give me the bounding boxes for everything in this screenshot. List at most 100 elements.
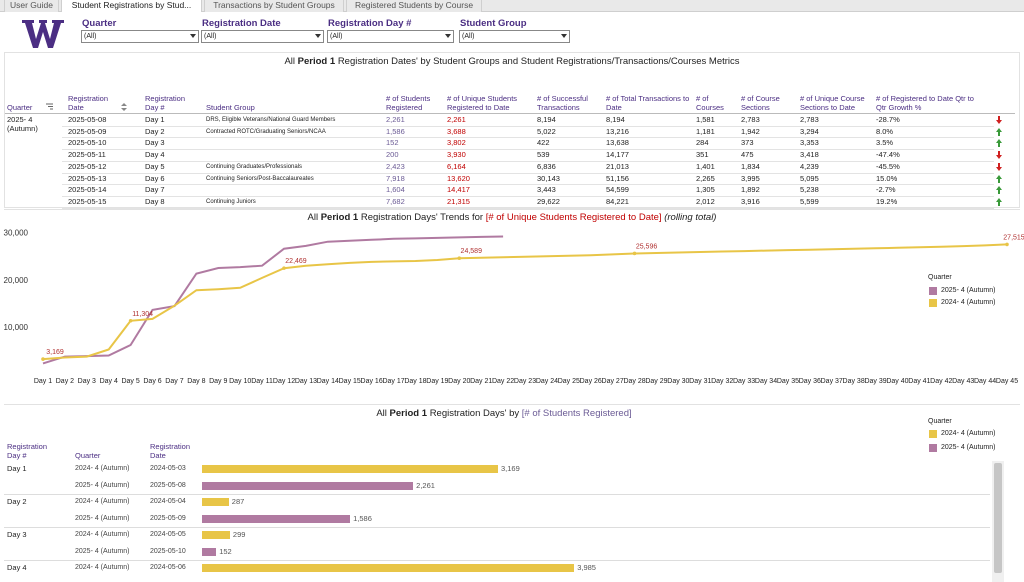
column-header-cell: # of Registered to Date Qtr to Qtr Growt… <box>876 79 986 113</box>
legend-title: Quarter <box>928 418 952 425</box>
bar <box>202 514 351 523</box>
dropdown-arrow <box>445 34 451 38</box>
x-tick-label: Day 4 <box>99 378 118 385</box>
data-label: 22,469 <box>285 258 307 265</box>
y-tick-label: 10,000 <box>4 323 29 332</box>
tab[interactable]: Transactions by Student Groups <box>204 0 344 12</box>
title-suffix: Registration Dates' by Student Groups an… <box>337 56 740 67</box>
x-tick-label: Day 32 <box>711 378 734 385</box>
title-bold: Period 1 <box>297 56 336 67</box>
x-tick-label: Day 16 <box>360 378 383 385</box>
filter-dropdown[interactable]: (All) <box>201 30 324 43</box>
data-label: 3,985 <box>577 563 596 573</box>
table-cell: 1,305 <box>696 185 715 195</box>
table-cell: 3,353 <box>800 138 819 148</box>
tab[interactable]: Student Registrations by Stud... <box>61 0 202 12</box>
line-series <box>42 243 1008 361</box>
x-tick-label: Day 22 <box>491 378 515 385</box>
table-cell: 5,022 <box>537 126 556 136</box>
point-marker <box>128 318 133 323</box>
table-cell: 13,620 <box>447 173 470 183</box>
filter-value: (All) <box>330 33 343 40</box>
trend-down-icon <box>996 151 1002 160</box>
column-header-cell: # of Courses <box>696 79 736 113</box>
table-cell: 13,638 <box>606 138 629 148</box>
row-label: Day 4 <box>7 563 27 573</box>
table-cell: Day 8 <box>145 196 165 206</box>
table-cell: 13,216 <box>606 126 629 136</box>
data-label: 24,589 <box>461 248 483 255</box>
table-cell: 30,143 <box>537 173 560 183</box>
table-cell: 2,012 <box>696 196 715 206</box>
point-marker <box>282 266 286 270</box>
column-header: Student Group <box>206 102 255 112</box>
legend-label: 2024- 4 (Autumn) <box>941 430 996 437</box>
x-tick-label: Day 1 <box>33 378 53 385</box>
table-cell: 54,599 <box>606 185 629 195</box>
table-cell: 1,834 <box>741 161 760 171</box>
table-cell: 3,916 <box>741 196 760 206</box>
x-tick-label: Day 2 <box>55 378 75 385</box>
row-date: 2024-05-05 <box>150 531 186 539</box>
row-quarter: 2025- 4 (Autumn) <box>75 547 130 555</box>
table-cell: 1,586 <box>386 126 405 136</box>
filter-dropdown[interactable]: (All) <box>459 30 570 43</box>
column-header-cell: # of Students Registered <box>386 79 441 113</box>
dropdown-arrow <box>561 34 567 38</box>
x-tick-label: Day 21 <box>470 378 493 385</box>
row-date: 2024-05-04 <box>150 498 186 506</box>
table-cell: 1,604 <box>386 185 405 195</box>
table-cell: 539 <box>537 150 550 160</box>
x-tick-label: Day 34 <box>754 378 778 385</box>
table-cell: 51,156 <box>606 173 629 183</box>
data-label: 11,304 <box>132 311 153 318</box>
table-cell: 8,194 <box>606 115 625 124</box>
column-header: Registration Day # <box>145 94 186 112</box>
table-cell: 152 <box>386 138 399 148</box>
table-cell: 3,930 <box>447 150 466 160</box>
x-tick-label: Day 15 <box>338 378 361 385</box>
table-cell: 2,423 <box>386 161 405 171</box>
scrollbar-thumb[interactable] <box>994 463 1002 573</box>
tab[interactable]: User Guide <box>4 0 59 12</box>
table-cell: 3,688 <box>447 126 466 136</box>
table-cell: 6,164 <box>447 161 466 171</box>
table-cell: -45.5% <box>876 161 900 171</box>
table-panel <box>4 52 1020 208</box>
filter-label: Registration Date <box>202 18 281 29</box>
table-cell: Day 2 <box>145 126 165 136</box>
table-cell: 2025-05-13 <box>68 173 107 183</box>
bar <box>202 498 229 507</box>
trend-down-icon <box>996 162 1002 171</box>
table-cell: 8.0% <box>876 126 894 136</box>
x-tick-label: Day 33 <box>732 378 756 385</box>
table-cell: 2,265 <box>696 173 715 183</box>
data-label: 299 <box>232 530 246 540</box>
filter-dropdown[interactable]: (All) <box>327 30 454 43</box>
legend-swatch <box>929 444 937 452</box>
y-tick-label: 30,000 <box>4 229 29 238</box>
column-header-cell: Registration Date <box>68 79 123 113</box>
filter-value: (All) <box>84 33 97 40</box>
column-header-cell: Registration Day # <box>145 79 200 113</box>
data-label: 1,586 <box>353 513 372 523</box>
tab[interactable]: Registered Students by Course <box>346 0 482 12</box>
x-tick-label: Day 9 <box>209 378 228 385</box>
table-cell: Continuing Juniors <box>206 198 256 205</box>
table-cell: 2,261 <box>447 115 466 124</box>
title-bold: Period 1 <box>320 212 359 223</box>
legend-label: 2024- 4 (Autumn) <box>941 299 996 306</box>
table-cell: 7,918 <box>386 173 405 183</box>
column-header-cell: # of Unique Students Registered to Date <box>447 79 532 113</box>
table-cell: Continuing Seniors/Post-Baccalaureates <box>206 175 314 182</box>
table-cell: 15.0% <box>876 173 898 183</box>
filter-dropdown[interactable]: (All) <box>81 30 199 43</box>
table-cell: 4,239 <box>800 161 819 171</box>
bar <box>202 547 217 556</box>
table-cell: 1,892 <box>741 185 760 195</box>
x-tick-label: Day 7 <box>165 378 184 385</box>
table-cell: 29,622 <box>537 196 560 206</box>
column-header: Registration Day # <box>7 442 48 460</box>
x-tick-label: Day 28 <box>623 378 646 385</box>
table-cell: Day 5 <box>145 161 165 171</box>
